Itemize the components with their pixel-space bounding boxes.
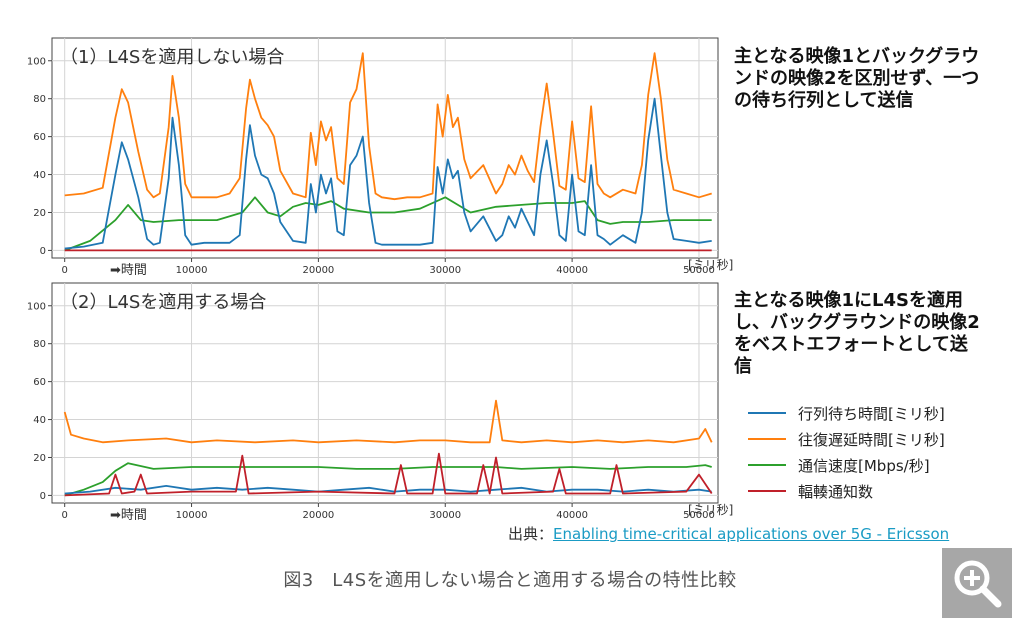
y-tick-label-1-1: 20 <box>33 208 46 219</box>
x-ticks-2: 0 10000 20000 30000 40000 50000 <box>61 503 715 521</box>
y-tick-label-2-5: 100 <box>27 301 46 312</box>
legend-swatch-rtt <box>748 438 786 440</box>
legend-label-queue-wait: 行列待ち時間[ミリ秒] <box>798 404 945 423</box>
y-tick-label-2-3: 60 <box>33 377 46 388</box>
series-line-1-2 <box>64 52 712 201</box>
x-unit-2: [ミリ秒] <box>688 503 733 517</box>
y-tick-label-2-4: 80 <box>33 339 46 350</box>
x-unit-1: [ミリ秒] <box>688 258 733 272</box>
legend-swatch-queue-wait <box>748 412 786 414</box>
y-tick-label-2-1: 20 <box>33 453 46 464</box>
x-tick-label-2-0: 0 <box>61 510 67 521</box>
y-tick-label-1-3: 60 <box>33 132 46 143</box>
x-tick-label-2-2: 20000 <box>302 510 334 521</box>
x-tick-label-1-0: 0 <box>61 265 67 276</box>
series-group-1 <box>64 52 712 252</box>
x-tick-label-1-4: 40000 <box>556 265 588 276</box>
zoom-in-icon <box>954 560 1002 608</box>
y-tick-label-1-0: 0 <box>40 246 46 257</box>
chart-title-1: （1）L4Sを適用しない場合 <box>60 47 284 68</box>
x-tick-label-2-3: 30000 <box>429 510 461 521</box>
legend-label-throughput: 通信速度[Mbps/秒] <box>798 456 930 475</box>
x-tick-label-1-2: 20000 <box>302 265 334 276</box>
source-citation: 出典：Enabling time-critical applications o… <box>508 523 949 544</box>
legend: 行列待ち時間[ミリ秒] 往復遅延時間[ミリ秒] 通信速度[Mbps/秒] 輻輳通… <box>748 400 998 504</box>
y-ticks-2: 0 20 40 60 80 100 <box>27 301 52 502</box>
legend-swatch-congestion <box>748 490 786 492</box>
plot-frame-1 <box>51 37 719 259</box>
series-line-2-3 <box>64 462 712 497</box>
y-tick-label-2-0: 0 <box>40 491 46 502</box>
y-tick-label-1-5: 100 <box>27 56 46 67</box>
source-prefix: 出典： <box>508 525 554 543</box>
series-line-1-1 <box>64 97 712 250</box>
legend-label-congestion: 輻輳通知数 <box>798 482 874 501</box>
description-1: 主となる映像1とバックグラウンドの映像2を区別せず、一つの待ち行列として送信 <box>734 46 980 111</box>
x-tick-label-2-1: 10000 <box>176 510 208 521</box>
x-tick-label-1-5: 50000 <box>683 265 715 276</box>
series-line-1-3 <box>64 196 712 252</box>
zoom-button[interactable] <box>942 548 1012 618</box>
time-arrow-2: ➡時間 <box>110 508 147 523</box>
legend-item-rtt: 往復遅延時間[ミリ秒] <box>748 426 998 452</box>
legend-item-congestion: 輻輳通知数 <box>748 478 998 504</box>
legend-item-throughput: 通信速度[Mbps/秒] <box>748 452 998 478</box>
y-tick-label-1-2: 40 <box>33 170 46 181</box>
y-tick-label-2-2: 40 <box>33 415 46 426</box>
x-tick-label-1-3: 30000 <box>429 265 461 276</box>
legend-item-queue-wait: 行列待ち時間[ミリ秒] <box>748 400 998 426</box>
chart-title-2: （2）L4Sを適用する場合 <box>60 292 266 313</box>
y-tick-label-1-4: 80 <box>33 94 46 105</box>
figure-caption: 図3 L4Sを適用しない場合と適用する場合の特性比較 <box>283 570 737 591</box>
x-tick-label-2-5: 50000 <box>683 510 715 521</box>
x-tick-label-1-1: 10000 <box>176 265 208 276</box>
plot-frame-2 <box>51 282 719 504</box>
legend-swatch-throughput <box>748 464 786 466</box>
x-tick-label-2-4: 40000 <box>556 510 588 521</box>
chart-panel-1: 0 10000 20000 30000 40000 50000 020406080100 … <box>27 37 733 278</box>
legend-label-rtt: 往復遅延時間[ミリ秒] <box>798 430 945 449</box>
series-group-2 <box>63 399 713 497</box>
y-ticks-1: 0 20 40 60 80 100 <box>27 56 52 257</box>
x-ticks-1: 0 10000 20000 30000 40000 50000 <box>61 258 715 276</box>
source-link[interactable]: Enabling time-critical applications over… <box>553 525 950 543</box>
description-2: 主となる映像1にL4Sを適用し、バックグラウンドの映像2をベストエフォートとして… <box>734 290 980 377</box>
time-arrow-1: ➡時間 <box>110 263 147 278</box>
series-line-2-4 <box>64 452 713 497</box>
chart-panel-2: 0 10000 20000 30000 40000 50000 020406080100 … <box>27 282 733 523</box>
series-line-2-2 <box>63 399 713 444</box>
